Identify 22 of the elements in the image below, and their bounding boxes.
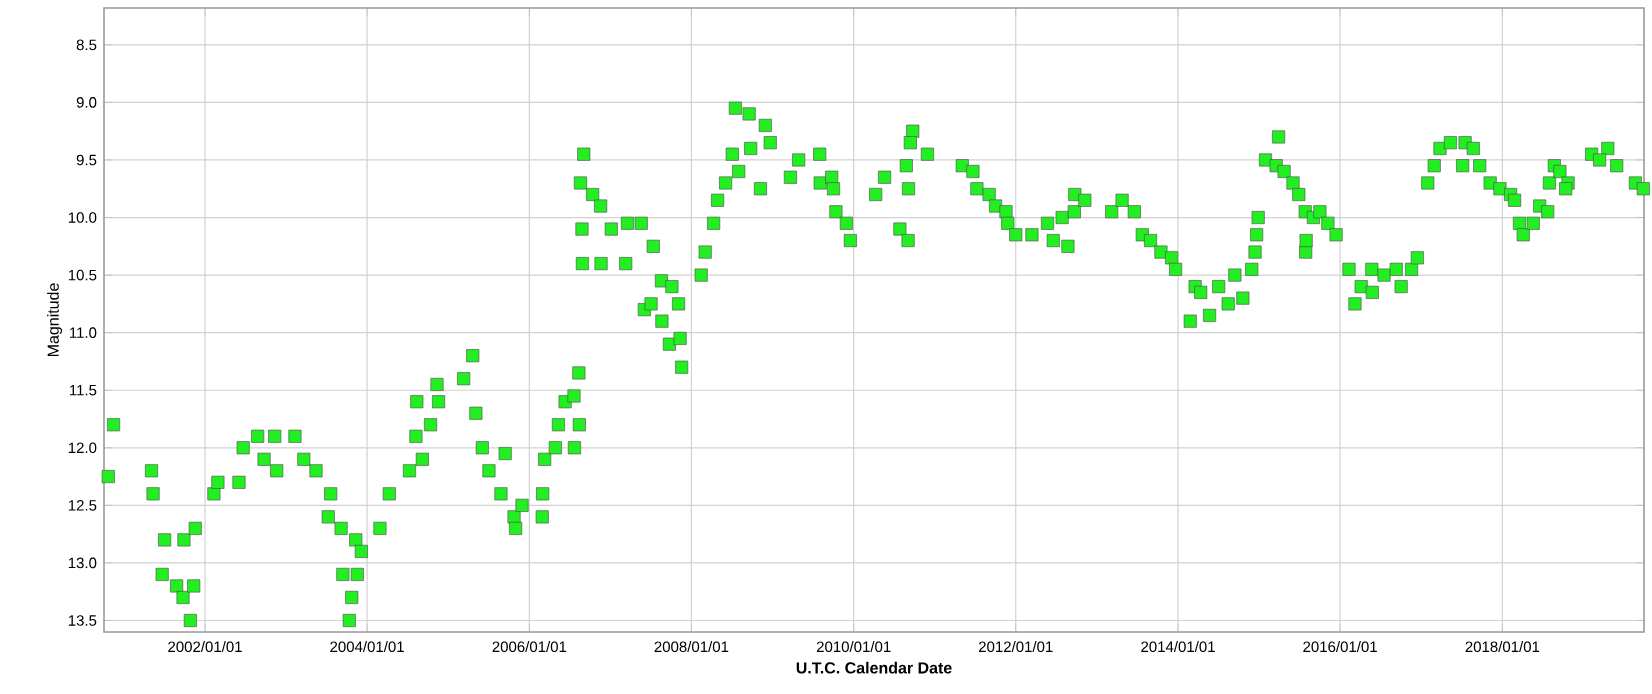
y-tick-label: 13.0 bbox=[68, 557, 97, 569]
y-tick-label: 13.5 bbox=[68, 615, 97, 626]
x-axis-title: U.T.C. Calendar Date bbox=[796, 661, 952, 674]
y-tick-label: 9.5 bbox=[76, 154, 97, 166]
x-tick-label: 2014/01/01 bbox=[1141, 641, 1215, 653]
y-tick-label: 9.0 bbox=[76, 97, 97, 108]
y-tick-label: 11.5 bbox=[70, 384, 97, 396]
x-tick-label: 2008/01/01 bbox=[654, 641, 729, 653]
x-tick-label: 2010/01/01 bbox=[816, 641, 891, 653]
y-tick-label: 12.5 bbox=[68, 500, 97, 511]
x-tick-label: 2002/01/01 bbox=[168, 641, 242, 653]
x-tick-label: 2004/01/01 bbox=[330, 641, 404, 653]
x-tick-label: 2018/01/01 bbox=[1465, 641, 1540, 653]
y-tick-label: 11.0 bbox=[70, 327, 97, 338]
x-tick-label: 2016/01/01 bbox=[1303, 641, 1377, 653]
x-tick-label: 2006/01/01 bbox=[492, 641, 567, 653]
y-tick-label: 8.5 bbox=[76, 39, 97, 51]
x-tick-label: 2012/01/01 bbox=[978, 641, 1053, 653]
y-tick-label: 10.5 bbox=[68, 269, 97, 281]
y-tick-label: 12.0 bbox=[68, 442, 97, 454]
y-tick-label: 10.0 bbox=[68, 212, 97, 223]
y-axis-title: Magnitude bbox=[47, 283, 63, 357]
